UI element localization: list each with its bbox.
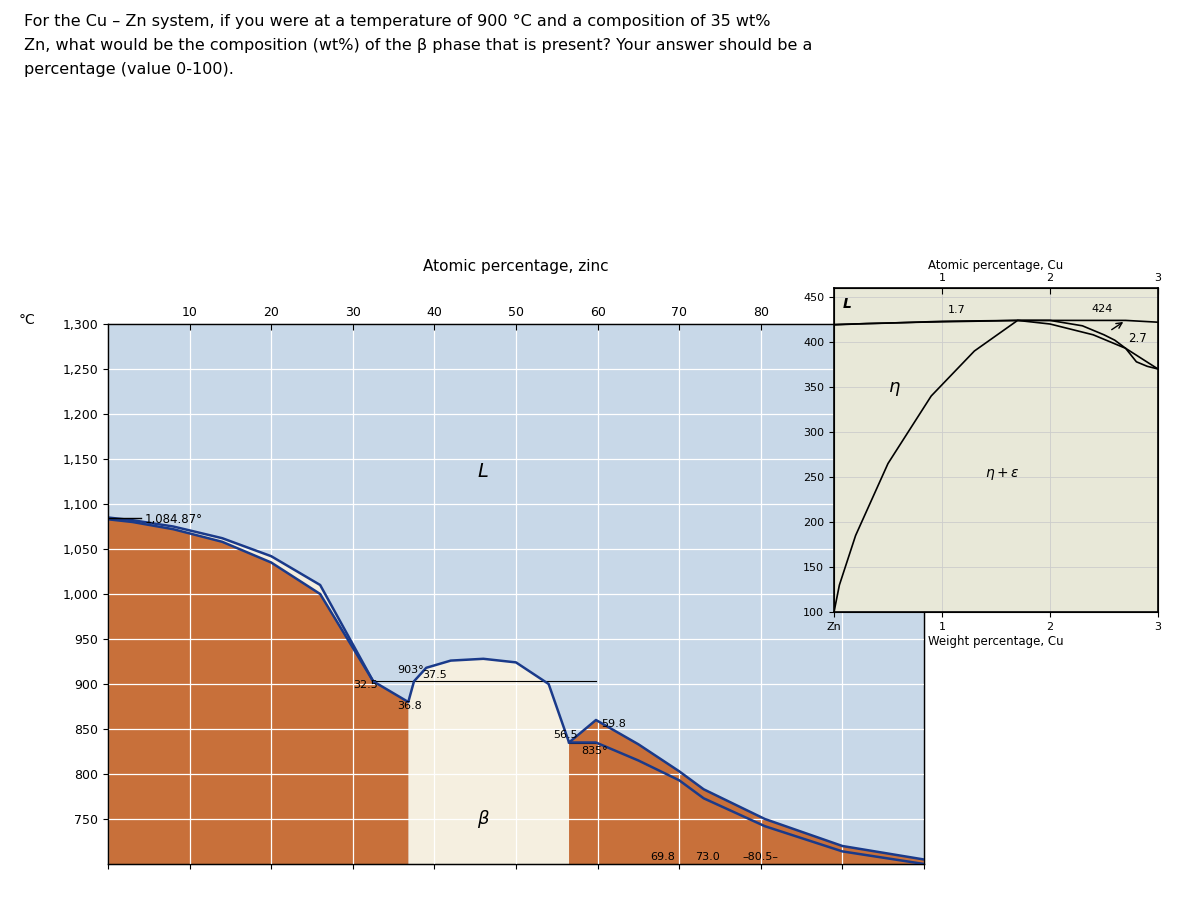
Text: 424: 424 (1091, 304, 1112, 314)
Text: 1.7: 1.7 (948, 305, 965, 315)
Text: –80.5–: –80.5– (743, 852, 779, 862)
Text: percentage (value 0-100).: percentage (value 0-100). (24, 62, 234, 77)
X-axis label: Atomic percentage, Cu: Atomic percentage, Cu (929, 259, 1063, 272)
Text: For the Cu – Zn system, if you were at a temperature of 900 °C and a composition: For the Cu – Zn system, if you were at a… (24, 14, 770, 29)
Text: Atomic percentage, zinc: Atomic percentage, zinc (424, 259, 608, 274)
Text: L: L (478, 462, 488, 481)
Polygon shape (408, 659, 569, 864)
Text: 32.5: 32.5 (353, 680, 378, 690)
Polygon shape (569, 720, 924, 864)
Polygon shape (108, 519, 408, 864)
Text: 56.5: 56.5 (553, 730, 577, 740)
Text: 59.8: 59.8 (601, 719, 626, 729)
Text: $\beta$: $\beta$ (476, 807, 490, 830)
Text: °C: °C (18, 312, 35, 327)
Text: $\eta+\varepsilon$: $\eta+\varepsilon$ (985, 466, 1020, 482)
Text: 903°: 903° (397, 665, 425, 675)
Text: Zn, what would be the composition (wt%) of the β phase that is present? Your ans: Zn, what would be the composition (wt%) … (24, 38, 812, 53)
Polygon shape (373, 681, 408, 864)
Text: 835°: 835° (581, 746, 608, 756)
Text: 2.7: 2.7 (1128, 332, 1146, 345)
Text: L: L (842, 297, 852, 310)
X-axis label: Weight percentage, Cu: Weight percentage, Cu (928, 634, 1064, 647)
Text: $\eta$: $\eta$ (888, 380, 901, 398)
Text: 1,084.87°: 1,084.87° (145, 513, 203, 526)
Text: 69.8: 69.8 (650, 852, 676, 862)
Text: 73.0: 73.0 (695, 852, 720, 862)
Text: 37.5: 37.5 (422, 670, 446, 680)
Polygon shape (108, 518, 373, 681)
Text: 36.8: 36.8 (397, 701, 422, 711)
